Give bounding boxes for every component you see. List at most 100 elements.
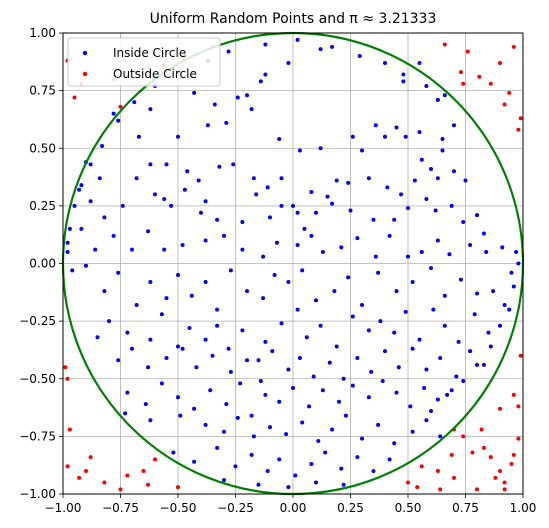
inside-circle-point — [233, 464, 238, 469]
inside-circle-point — [235, 415, 240, 420]
inside-circle-point — [295, 37, 300, 42]
inside-circle-point — [169, 203, 174, 208]
outside-circle-point — [88, 455, 93, 460]
outside-circle-point — [518, 116, 523, 121]
inside-circle-point — [346, 180, 351, 185]
outside-circle-point — [77, 475, 82, 480]
inside-circle-point — [187, 326, 192, 331]
inside-circle-point — [449, 388, 454, 393]
inside-circle-point — [350, 383, 355, 388]
legend-marker — [82, 71, 88, 77]
y-tick-label: 0.50 — [29, 141, 56, 155]
inside-circle-point — [406, 254, 410, 259]
inside-circle-point — [134, 302, 139, 307]
outside-circle-point — [63, 365, 68, 370]
inside-circle-point — [116, 270, 121, 275]
inside-circle-point — [297, 356, 302, 361]
inside-circle-point — [311, 374, 316, 379]
inside-circle-point — [164, 356, 169, 361]
inside-circle-point — [162, 196, 167, 201]
inside-circle-point — [226, 346, 231, 351]
inside-circle-point — [297, 148, 302, 153]
inside-circle-point — [403, 134, 408, 139]
inside-circle-point — [392, 330, 397, 335]
inside-circle-point — [222, 478, 226, 483]
inside-circle-point — [240, 328, 245, 333]
inside-circle-point — [435, 238, 440, 243]
inside-circle-point — [176, 273, 180, 278]
inside-circle-point — [182, 187, 187, 192]
inside-circle-point — [245, 289, 249, 294]
inside-circle-point — [215, 445, 220, 450]
inside-circle-point — [350, 314, 355, 319]
inside-circle-point — [249, 413, 254, 418]
inside-circle-point — [309, 190, 314, 195]
inside-circle-point — [279, 203, 284, 208]
inside-circle-point — [65, 249, 70, 254]
x-tick-label: 1.00 — [510, 501, 537, 515]
y-tick-label: 1.00 — [29, 26, 56, 40]
inside-circle-point — [387, 233, 392, 238]
inside-circle-point — [435, 97, 440, 102]
outside-circle-point — [65, 376, 70, 381]
inside-circle-point — [224, 402, 229, 407]
inside-circle-point — [148, 107, 153, 112]
inside-circle-point — [162, 247, 167, 252]
inside-circle-point — [440, 137, 445, 142]
outside-circle-point — [65, 464, 70, 469]
inside-circle-point — [475, 291, 479, 296]
inside-circle-point — [373, 254, 378, 259]
inside-circle-point — [371, 468, 376, 473]
inside-circle-point — [189, 293, 194, 298]
outside-circle-point — [481, 445, 486, 450]
inside-circle-point — [419, 249, 424, 254]
inside-circle-point — [228, 268, 233, 273]
x-tick-label: −0.25 — [217, 501, 254, 515]
inside-circle-point — [355, 356, 360, 361]
inside-circle-point — [79, 226, 84, 231]
outside-circle-point — [502, 480, 507, 485]
inside-circle-point — [107, 319, 111, 324]
inside-circle-point — [449, 203, 454, 208]
outside-circle-point — [84, 468, 88, 473]
outside-circle-point — [470, 450, 475, 455]
inside-circle-point — [272, 273, 277, 278]
outside-circle-point — [435, 468, 440, 473]
inside-circle-point — [320, 388, 325, 393]
inside-circle-point — [454, 374, 459, 379]
inside-circle-point — [442, 293, 447, 298]
inside-circle-point — [79, 183, 84, 188]
inside-circle-point — [277, 457, 282, 462]
inside-circle-point — [116, 118, 121, 123]
legend-marker — [82, 50, 88, 56]
inside-circle-point — [369, 369, 374, 374]
inside-circle-point — [318, 146, 323, 151]
inside-circle-point — [502, 302, 507, 307]
inside-circle-point — [215, 307, 220, 312]
inside-circle-point — [401, 79, 406, 84]
inside-circle-point — [463, 178, 468, 183]
x-tick-label: 0.75 — [452, 501, 479, 515]
inside-circle-point — [120, 203, 125, 208]
points-layer — [63, 37, 523, 492]
axis-ticks: −1.00 −0.75 −0.50 −0.25 0.00 0.25 0.50 0.75 1.00… — [19, 26, 536, 515]
inside-circle-point — [235, 95, 240, 100]
outside-circle-point — [452, 475, 456, 480]
outside-circle-point — [458, 70, 463, 75]
outside-circle-point — [502, 487, 507, 492]
inside-circle-point — [323, 450, 328, 455]
inside-circle-point — [263, 392, 268, 397]
inside-circle-point — [509, 270, 514, 275]
inside-circle-point — [279, 176, 284, 181]
inside-circle-point — [456, 339, 461, 344]
inside-circle-point — [452, 123, 456, 128]
outside-circle-point — [153, 457, 157, 462]
inside-circle-point — [95, 335, 100, 340]
inside-circle-point — [383, 349, 387, 354]
inside-circle-point — [176, 134, 180, 139]
inside-circle-point — [307, 404, 312, 409]
inside-circle-point — [355, 236, 360, 241]
inside-circle-point — [231, 162, 236, 167]
inside-circle-point — [373, 123, 378, 128]
x-tick-label: 0.25 — [337, 501, 364, 515]
